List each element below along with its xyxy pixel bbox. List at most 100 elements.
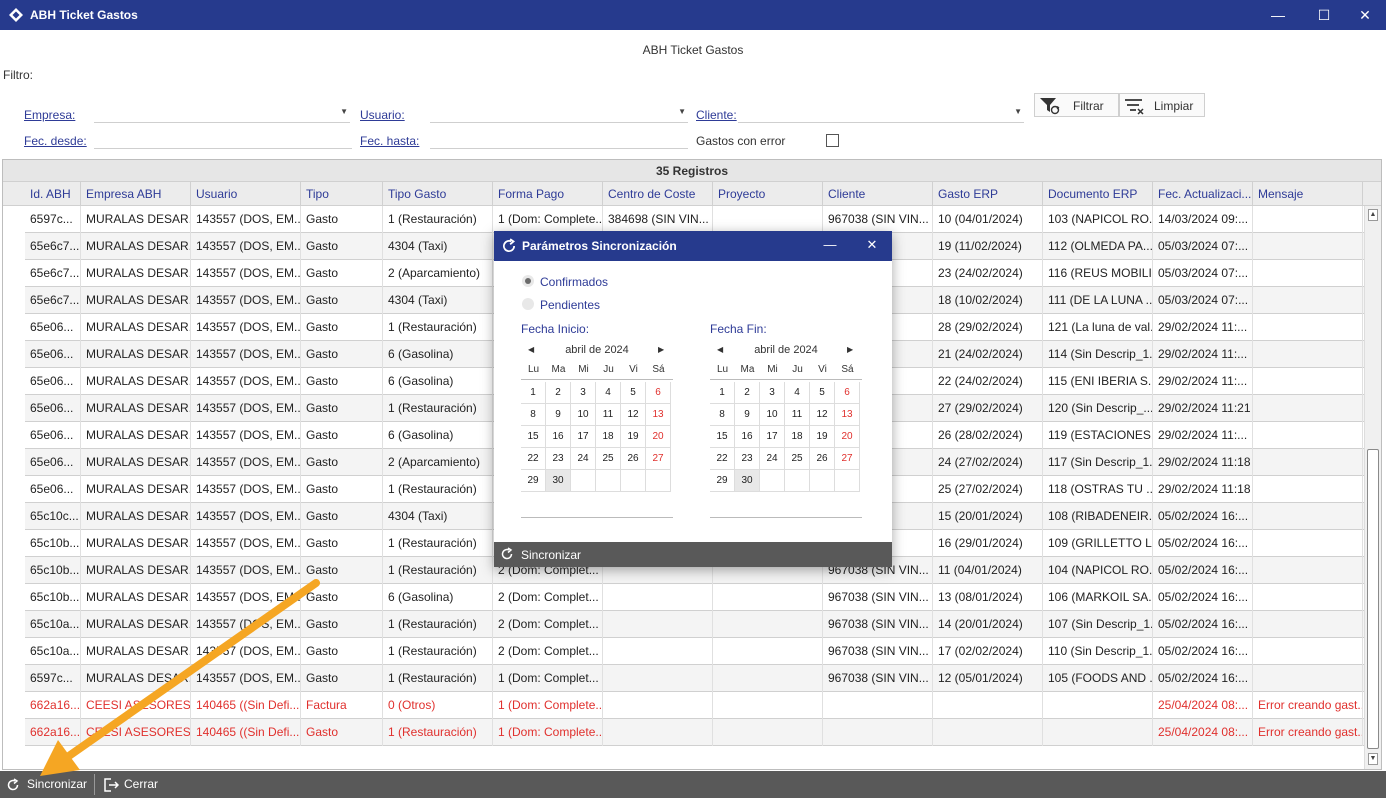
table-row[interactable]: 65c10a... MURALAS DESAR... 143557 (DOS, EM… (25, 611, 1365, 638)
fec-desde-input[interactable] (94, 131, 352, 149)
calendar-day[interactable]: 30 (546, 470, 571, 492)
calendar-day[interactable]: 2 (735, 382, 760, 404)
usuario-label[interactable]: Usuario: (360, 108, 405, 122)
column-header[interactable]: Tipo Gasto (383, 182, 493, 206)
calendar-day[interactable]: 9 (735, 404, 760, 426)
calendar-day[interactable]: 3 (571, 382, 596, 404)
calendar-day[interactable]: 19 (621, 426, 646, 448)
calendar-day[interactable]: 9 (546, 404, 571, 426)
column-header[interactable]: Centro de Coste (603, 182, 713, 206)
column-header[interactable]: Empresa ABH (81, 182, 191, 206)
calendar-day[interactable]: 8 (710, 404, 735, 426)
prev-month-icon[interactable]: ◀ (717, 345, 724, 354)
column-header[interactable]: Usuario (191, 182, 301, 206)
calendar-day[interactable]: 5 (621, 382, 646, 404)
calendar-day[interactable]: 26 (621, 448, 646, 470)
column-header[interactable]: Tipo (301, 182, 383, 206)
calendar-day[interactable]: 10 (760, 404, 785, 426)
calendar-day[interactable]: 15 (521, 426, 546, 448)
usuario-select[interactable]: ▼ (430, 105, 688, 123)
calendar-day[interactable]: 25 (596, 448, 621, 470)
calendar-day[interactable]: 30 (735, 470, 760, 492)
calendar-day[interactable]: 17 (760, 426, 785, 448)
calendar-day[interactable]: 4 (785, 382, 810, 404)
grid-vertical-scrollbar[interactable]: ▲ ▼ (1364, 206, 1381, 769)
calendar-day[interactable]: 13 (835, 404, 860, 426)
scroll-down-icon[interactable]: ▼ (1368, 753, 1378, 765)
calendar-day[interactable]: 8 (521, 404, 546, 426)
calendar-day[interactable]: 20 (835, 426, 860, 448)
pendientes-label[interactable]: Pendientes (540, 298, 601, 312)
calendar-day[interactable]: 24 (571, 448, 596, 470)
column-header[interactable]: Documento ERP (1043, 182, 1153, 206)
calendar-day[interactable]: 26 (810, 448, 835, 470)
fec-hasta-label[interactable]: Fec. hasta: (360, 134, 420, 148)
table-row[interactable]: 6597c... MURALAS DESAR... 143557 (DOS, EM.… (25, 206, 1365, 233)
table-row[interactable]: 65c10b... MURALAS DESAR... 143557 (DOS, EM… (25, 584, 1365, 611)
calendar-day[interactable]: 24 (760, 448, 785, 470)
filtrar-button[interactable]: Filtrar (1034, 93, 1119, 117)
calendar-day[interactable]: 12 (810, 404, 835, 426)
calendar-day[interactable]: 18 (785, 426, 810, 448)
fec-desde-label[interactable]: Fec. desde: (24, 134, 87, 148)
calendar-day[interactable]: 2 (546, 382, 571, 404)
table-row[interactable]: 662a16... CEESI ASESORES... 140465 ((Sin D… (25, 692, 1365, 719)
calendar-day[interactable]: 19 (810, 426, 835, 448)
calendar-day[interactable]: 15 (710, 426, 735, 448)
calendar-day[interactable]: 10 (571, 404, 596, 426)
calendar-day[interactable]: 29 (710, 470, 735, 492)
scrollbar-thumb[interactable] (1367, 449, 1379, 749)
calendar-day[interactable]: 16 (546, 426, 571, 448)
table-row[interactable]: 662a16... CEESI ASESORES... 140465 ((Sin D… (25, 719, 1365, 746)
column-header[interactable]: Gasto ERP (933, 182, 1043, 206)
calendar-day[interactable]: 27 (646, 448, 671, 470)
pendientes-radio[interactable] (522, 298, 534, 310)
calendar-day[interactable]: 22 (521, 448, 546, 470)
column-header[interactable]: Mensaje (1253, 182, 1363, 206)
column-header[interactable]: Cliente (823, 182, 933, 206)
scroll-up-icon[interactable]: ▲ (1368, 209, 1378, 221)
dialog-minimize-button[interactable]: — (823, 237, 837, 252)
prev-month-icon[interactable]: ◀ (528, 345, 535, 354)
column-header[interactable]: Fec. Actualizaci... (1153, 182, 1253, 206)
confirmados-radio[interactable] (522, 275, 534, 287)
calendar-day[interactable]: 11 (596, 404, 621, 426)
window-minimize-button[interactable]: — (1271, 7, 1285, 23)
table-row[interactable]: 6597c... MURALAS DESAR... 143557 (DOS, EM.… (25, 665, 1365, 692)
fec-hasta-input[interactable] (430, 131, 688, 149)
next-month-icon[interactable]: ▶ (658, 345, 665, 354)
calendar-day[interactable]: 6 (646, 382, 671, 404)
calendar-day[interactable]: 4 (596, 382, 621, 404)
cliente-select[interactable]: ▼ (738, 105, 1024, 123)
calendar-day[interactable]: 23 (546, 448, 571, 470)
calendar-day[interactable]: 5 (810, 382, 835, 404)
empresa-label[interactable]: Empresa: (24, 108, 76, 122)
confirmados-label[interactable]: Confirmados (540, 275, 609, 289)
window-close-button[interactable]: ✕ (1359, 7, 1371, 23)
calendar-day[interactable]: 17 (571, 426, 596, 448)
calendar-day[interactable]: 11 (785, 404, 810, 426)
calendar-day[interactable]: 6 (835, 382, 860, 404)
limpiar-button[interactable]: Limpiar (1119, 93, 1205, 117)
calendar-day[interactable]: 1 (521, 382, 546, 404)
calendar-day[interactable]: 25 (785, 448, 810, 470)
calendar-day[interactable]: 29 (521, 470, 546, 492)
calendar-day[interactable]: 27 (835, 448, 860, 470)
cliente-label[interactable]: Cliente: (696, 108, 737, 122)
gastos-error-checkbox[interactable] (826, 134, 839, 147)
calendar-day[interactable]: 12 (621, 404, 646, 426)
calendar-day[interactable]: 1 (710, 382, 735, 404)
calendar-day[interactable]: 18 (596, 426, 621, 448)
dialog-close-button[interactable]: ✕ (866, 237, 878, 252)
calendar-day[interactable]: 20 (646, 426, 671, 448)
column-header[interactable]: Forma Pago (493, 182, 603, 206)
calendar-day[interactable]: 22 (710, 448, 735, 470)
calendar-day[interactable]: 16 (735, 426, 760, 448)
calendar-day[interactable]: 3 (760, 382, 785, 404)
column-header[interactable]: Id. ABH (25, 182, 81, 206)
window-maximize-button[interactable]: ☐ (1317, 7, 1331, 23)
calendar-day[interactable]: 23 (735, 448, 760, 470)
empresa-select[interactable]: ▼ (94, 105, 350, 123)
table-row[interactable]: 65c10a... MURALAS DESAR... 143557 (DOS, EM… (25, 638, 1365, 665)
next-month-icon[interactable]: ▶ (847, 345, 854, 354)
